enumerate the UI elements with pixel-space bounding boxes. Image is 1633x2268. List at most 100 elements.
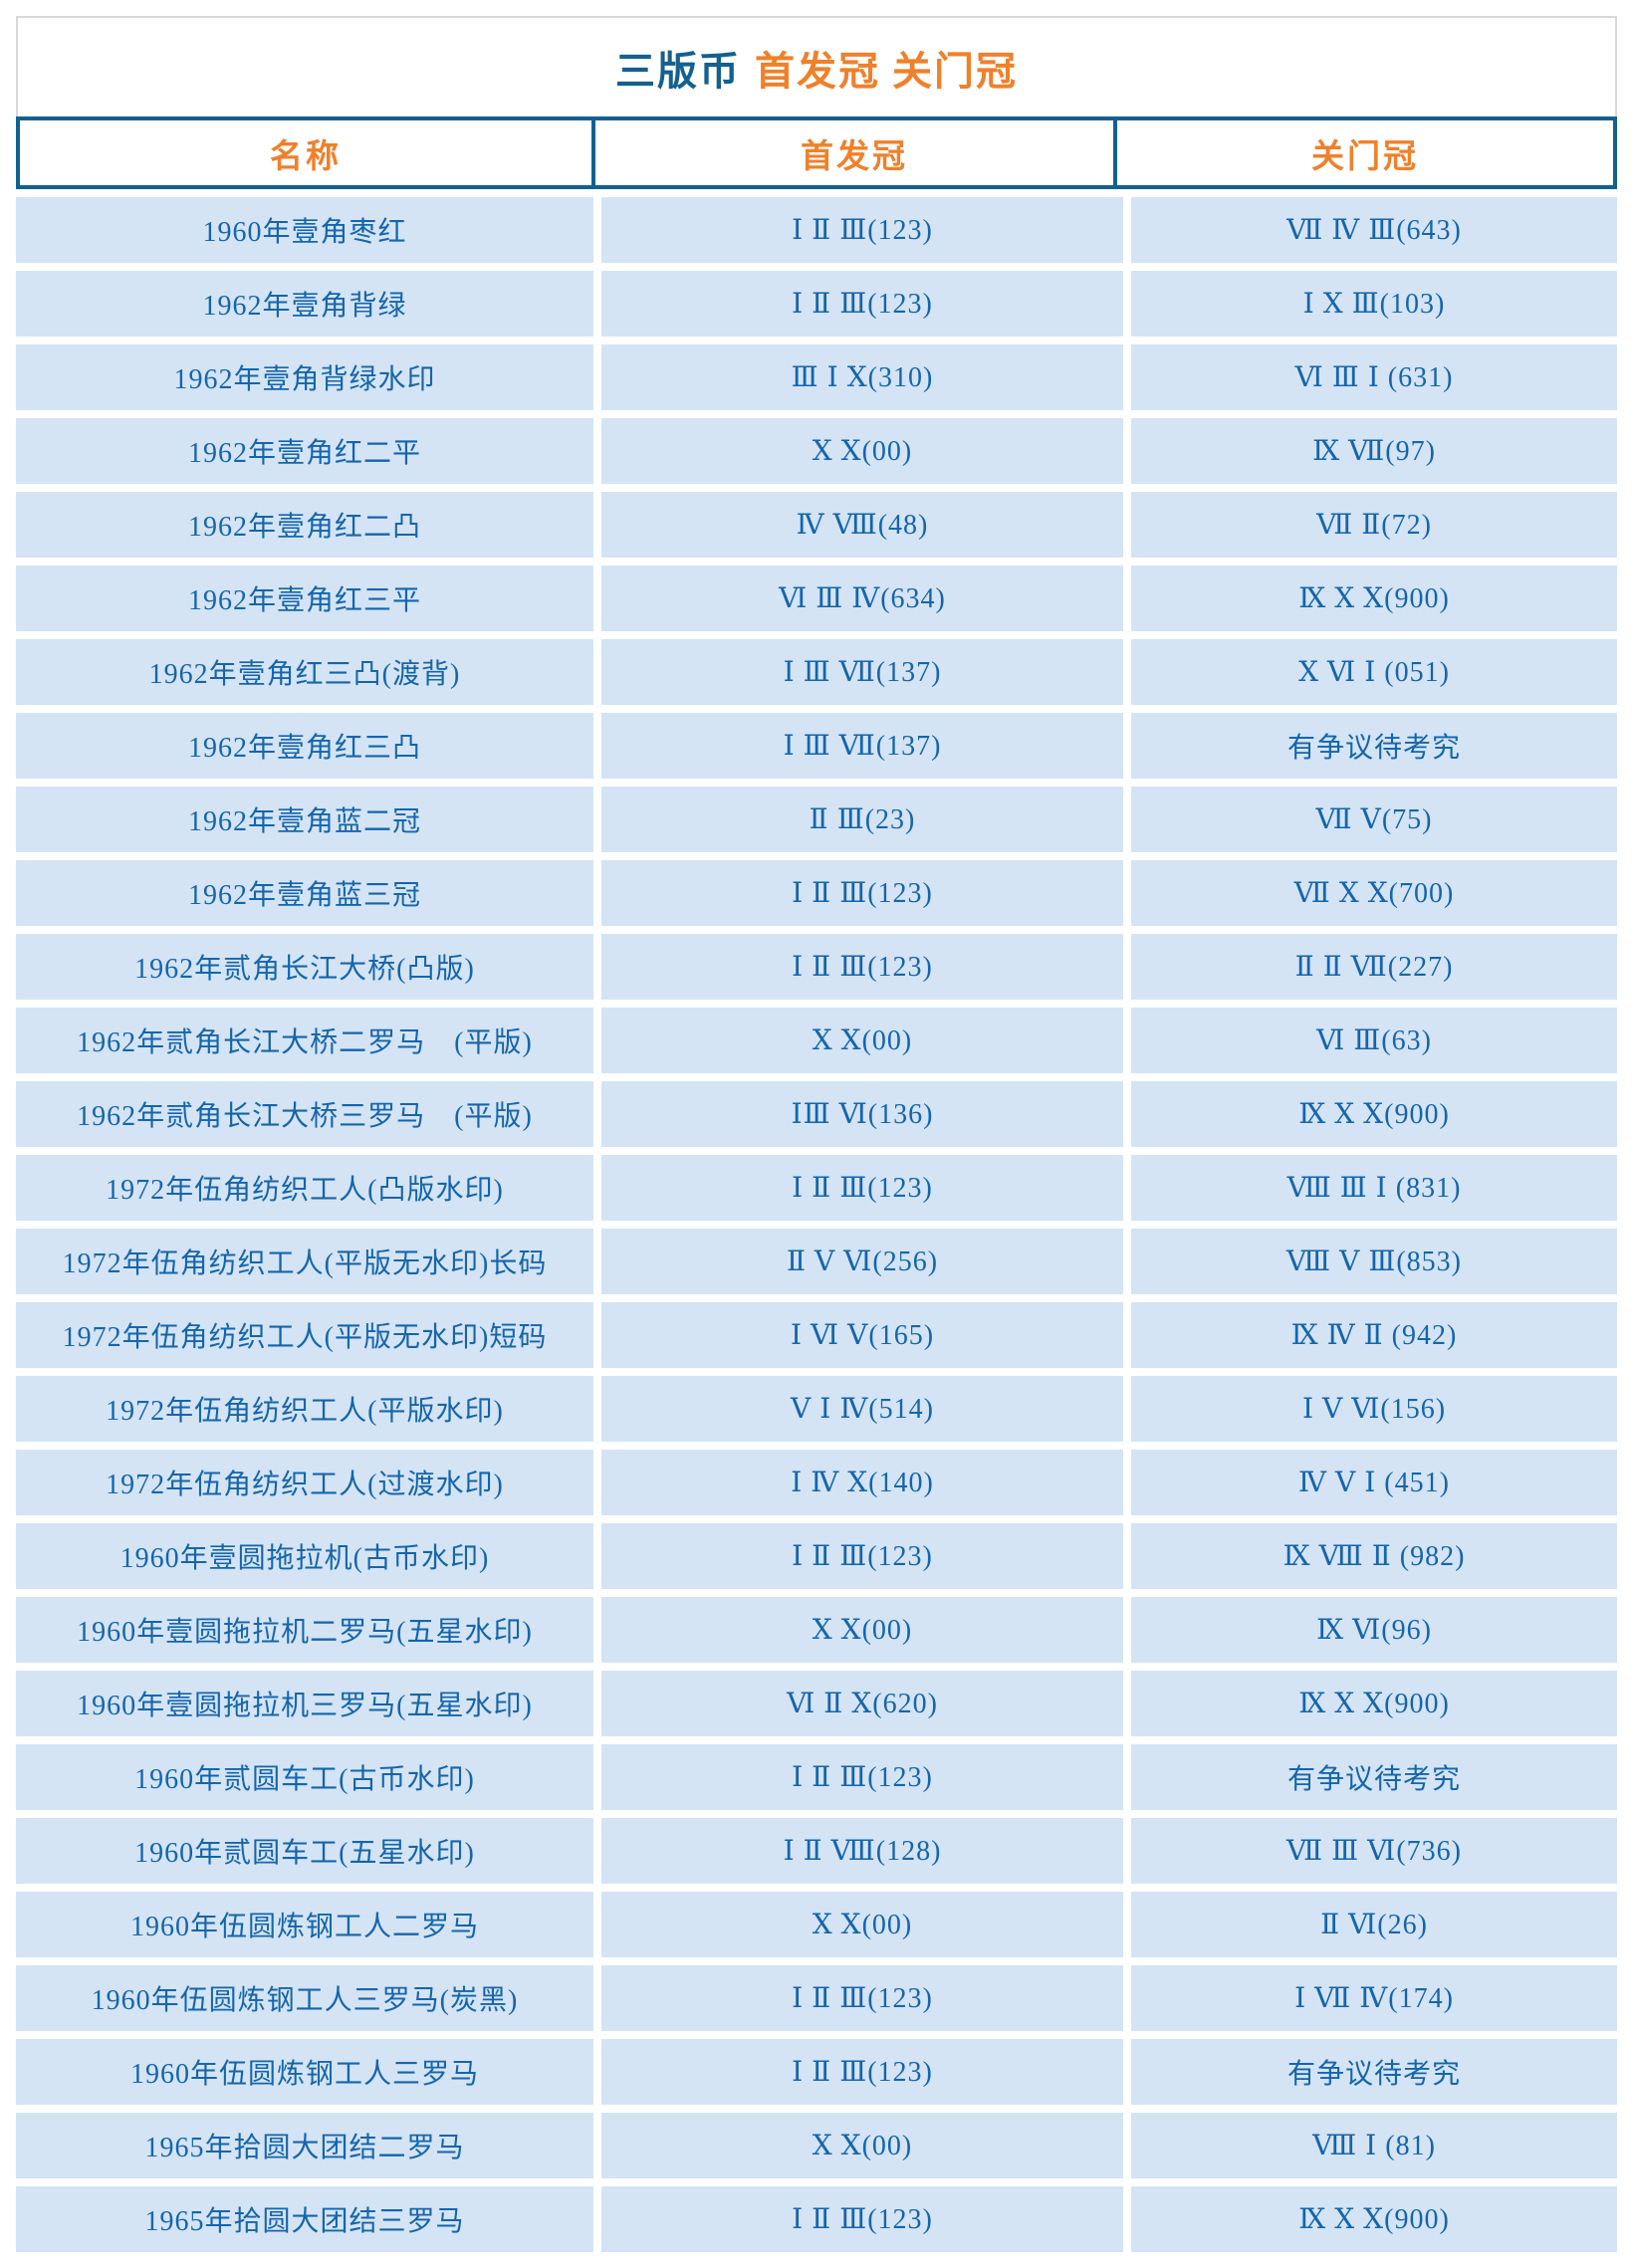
row-closing-crown-cell: Ⅶ Ⅹ Ⅹ(700) (1131, 860, 1617, 926)
row-closing-crown-cell: Ⅷ Ⅲ Ⅰ (831) (1131, 1155, 1617, 1221)
table-row: 1962年壹角蓝二冠 Ⅱ Ⅲ(23) Ⅶ Ⅴ(75) (16, 787, 1617, 852)
row-first-crown-cell: Ⅰ Ⅱ Ⅲ(123) (601, 1523, 1123, 1589)
row-first-crown-cell: Ⅳ Ⅷ(48) (601, 492, 1123, 558)
row-closing-crown-cell: Ⅸ Ⅷ Ⅱ (982) (1131, 1523, 1617, 1589)
table-row: 1962年壹角红三凸 Ⅰ Ⅲ Ⅶ(137) 有争议待考究 (16, 713, 1617, 779)
table-row: 1960年壹圆拖拉机(古币水印) Ⅰ Ⅱ Ⅲ(123) Ⅸ Ⅷ Ⅱ (982) (16, 1523, 1617, 1589)
row-name-cell: 1972年伍角纺织工人(过渡水印) (16, 1450, 593, 1515)
table-row: 1972年伍角纺织工人(平版无水印)长码 Ⅱ Ⅴ Ⅵ(256) Ⅷ Ⅴ Ⅲ(853) (16, 1229, 1617, 1294)
row-first-crown-cell: Ⅹ Ⅹ(00) (601, 2113, 1123, 2178)
table-row: 1972年伍角纺织工人(平版无水印)短码 Ⅰ Ⅵ Ⅴ(165) Ⅸ Ⅳ Ⅱ (942… (16, 1302, 1617, 1368)
table-title: 三版币 首发冠 关门冠 (16, 16, 1617, 116)
row-name-cell: 1960年壹圆拖拉机三罗马(五星水印) (16, 1671, 593, 1736)
row-name-cell: 1972年伍角纺织工人(平版无水印)短码 (16, 1302, 593, 1368)
table-row: 1960年壹圆拖拉机三罗马(五星水印) Ⅵ Ⅱ Ⅹ(620) Ⅸ Ⅹ Ⅹ(900) (16, 1671, 1617, 1736)
row-first-crown-cell: Ⅰ Ⅱ Ⅲ(123) (601, 1744, 1123, 1810)
table-row: 1972年伍角纺织工人(平版水印) Ⅴ Ⅰ Ⅳ(514) Ⅰ Ⅴ Ⅵ(156) (16, 1376, 1617, 1442)
row-closing-crown-cell: Ⅰ Ⅶ Ⅳ(174) (1131, 1965, 1617, 2031)
table-row: 1960年贰圆车工(五星水印) Ⅰ Ⅱ Ⅷ(128) Ⅶ Ⅲ Ⅵ(736) (16, 1818, 1617, 1884)
row-closing-crown-cell: Ⅱ Ⅵ(26) (1131, 1892, 1617, 1957)
row-first-crown-cell: ⅠⅢ Ⅵ(136) (601, 1081, 1123, 1147)
row-first-crown-cell: Ⅴ Ⅰ Ⅳ(514) (601, 1376, 1123, 1442)
row-first-crown-cell: Ⅰ Ⅱ Ⅲ(123) (601, 197, 1123, 263)
row-closing-crown-cell: Ⅰ Ⅹ Ⅲ(103) (1131, 271, 1617, 337)
table-row: 1962年壹角红三凸(渡背) Ⅰ Ⅲ Ⅶ(137) Ⅹ Ⅵ Ⅰ (051) (16, 639, 1617, 705)
row-closing-crown-cell: 有争议待考究 (1131, 713, 1617, 779)
row-name-cell: 1962年壹角蓝三冠 (16, 860, 593, 926)
header-closing-crown-column: 关门冠 (1311, 138, 1419, 175)
row-name-cell: 1962年壹角红三凸 (16, 713, 593, 779)
row-closing-crown-cell: Ⅸ Ⅹ Ⅹ(900) (1131, 566, 1617, 631)
row-closing-crown-cell: Ⅵ Ⅲ(63) (1131, 1008, 1617, 1073)
row-closing-crown-cell: Ⅰ Ⅴ Ⅵ(156) (1131, 1376, 1617, 1442)
row-first-crown-cell: Ⅰ Ⅱ Ⅷ(128) (601, 1818, 1123, 1884)
table-row: 1960年壹圆拖拉机二罗马(五星水印) Ⅹ Ⅹ(00) Ⅸ Ⅵ(96) (16, 1597, 1617, 1663)
banknote-crown-table: 三版币 首发冠 关门冠 名称 首发冠 关门冠 1960年壹角枣红 Ⅰ Ⅱ Ⅲ(12… (16, 16, 1617, 2252)
row-name-cell: 1962年贰角长江大桥二罗马 (平版) (16, 1008, 593, 1073)
row-name-cell: 1962年壹角红二平 (16, 418, 593, 484)
row-first-crown-cell: Ⅰ Ⅲ Ⅶ(137) (601, 713, 1123, 779)
row-first-crown-cell: Ⅹ Ⅹ(00) (601, 1597, 1123, 1663)
row-closing-crown-cell: Ⅶ Ⅲ Ⅵ(736) (1131, 1818, 1617, 1884)
row-closing-crown-cell: Ⅷ Ⅴ Ⅲ(853) (1131, 1229, 1617, 1294)
row-closing-crown-cell: Ⅳ Ⅴ Ⅰ (451) (1131, 1450, 1617, 1515)
row-closing-crown-cell: Ⅷ Ⅰ (81) (1131, 2113, 1617, 2178)
header-name-column: 名称 (20, 120, 595, 185)
row-closing-crown-cell: Ⅸ Ⅳ Ⅱ (942) (1131, 1302, 1617, 1368)
row-name-cell: 1962年壹角红三凸(渡背) (16, 639, 593, 705)
row-first-crown-cell: Ⅰ Ⅱ Ⅲ(123) (601, 1155, 1123, 1221)
row-closing-crown-cell: Ⅸ Ⅹ Ⅹ(900) (1131, 2186, 1617, 2252)
table-row: 1962年贰角长江大桥三罗马 (平版) ⅠⅢ Ⅵ(136) Ⅸ Ⅹ Ⅹ(900) (16, 1081, 1617, 1147)
row-name-cell: 1962年壹角背绿水印 (16, 344, 593, 410)
row-name-cell: 1962年壹角蓝二冠 (16, 787, 593, 852)
table-row: 1962年壹角红二平 Ⅹ Ⅹ(00) Ⅸ Ⅶ(97) (16, 418, 1617, 484)
table-row: 1962年壹角红二凸 Ⅳ Ⅷ(48) Ⅶ Ⅱ(72) (16, 492, 1617, 558)
table-row: 1962年壹角背绿水印 Ⅲ Ⅰ Ⅹ(310) Ⅵ Ⅲ Ⅰ (631) (16, 344, 1617, 410)
table-row: 1972年伍角纺织工人(过渡水印) Ⅰ Ⅳ Ⅹ(140) Ⅳ Ⅴ Ⅰ (451) (16, 1450, 1617, 1515)
row-closing-crown-cell: Ⅶ Ⅳ Ⅲ(643) (1131, 197, 1617, 263)
row-name-cell: 1962年壹角红三平 (16, 566, 593, 631)
row-closing-crown-cell: Ⅶ Ⅱ(72) (1131, 492, 1617, 558)
row-name-cell: 1960年贰圆车工(古币水印) (16, 1744, 593, 1810)
row-first-crown-cell: Ⅰ Ⅱ Ⅲ(123) (601, 934, 1123, 1000)
row-first-crown-cell: Ⅰ Ⅱ Ⅲ(123) (601, 1965, 1123, 2031)
title-series-label: 三版币 (615, 48, 741, 94)
row-name-cell: 1965年拾圆大团结二罗马 (16, 2113, 593, 2178)
row-first-crown-cell: Ⅵ Ⅱ Ⅹ(620) (601, 1671, 1123, 1736)
table-row: 1960年伍圆炼钢工人三罗马(炭黑) Ⅰ Ⅱ Ⅲ(123) Ⅰ Ⅶ Ⅳ(174) (16, 1965, 1617, 2031)
table-row: 1960年伍圆炼钢工人二罗马 Ⅹ Ⅹ(00) Ⅱ Ⅵ(26) (16, 1892, 1617, 1957)
row-name-cell: 1962年贰角长江大桥三罗马 (平版) (16, 1081, 593, 1147)
row-first-crown-cell: Ⅲ Ⅰ Ⅹ(310) (601, 344, 1123, 410)
row-name-cell: 1960年壹角枣红 (16, 197, 593, 263)
row-name-cell: 1972年伍角纺织工人(凸版水印) (16, 1155, 593, 1221)
header-first-crown-column: 首发冠 (595, 120, 1117, 185)
row-closing-crown-cell: Ⅸ Ⅹ Ⅹ(900) (1131, 1671, 1617, 1736)
table-row: 1960年贰圆车工(古币水印) Ⅰ Ⅱ Ⅲ(123) 有争议待考究 (16, 1744, 1617, 1810)
table-row: 1962年壹角红三平 Ⅵ Ⅲ Ⅳ(634) Ⅸ Ⅹ Ⅹ(900) (16, 566, 1617, 631)
row-name-cell: 1972年伍角纺织工人(平版水印) (16, 1376, 593, 1442)
title-topic-label: 首发冠 关门冠 (755, 48, 1018, 94)
row-name-cell: 1960年伍圆炼钢工人二罗马 (16, 1892, 593, 1957)
row-first-crown-cell: Ⅰ Ⅳ Ⅹ(140) (601, 1450, 1123, 1515)
table-row: 1972年伍角纺织工人(凸版水印) Ⅰ Ⅱ Ⅲ(123) Ⅷ Ⅲ Ⅰ (831) (16, 1155, 1617, 1221)
row-name-cell: 1960年贰圆车工(五星水印) (16, 1818, 593, 1884)
row-first-crown-cell: Ⅰ Ⅱ Ⅲ(123) (601, 860, 1123, 926)
row-name-cell: 1960年壹圆拖拉机(古币水印) (16, 1523, 593, 1589)
row-closing-crown-cell: Ⅸ Ⅹ Ⅹ(900) (1131, 1081, 1617, 1147)
table-row: 1965年拾圆大团结三罗马 Ⅰ Ⅱ Ⅲ(123) Ⅸ Ⅹ Ⅹ(900) (16, 2186, 1617, 2252)
table-row: 1962年壹角蓝三冠 Ⅰ Ⅱ Ⅲ(123) Ⅶ Ⅹ Ⅹ(700) (16, 860, 1617, 926)
row-name-cell: 1962年贰角长江大桥(凸版) (16, 934, 593, 1000)
row-first-crown-cell: Ⅱ Ⅲ(23) (601, 787, 1123, 852)
row-closing-crown-cell: Ⅱ Ⅱ Ⅶ(227) (1131, 934, 1617, 1000)
row-first-crown-cell: Ⅹ Ⅹ(00) (601, 1892, 1123, 1957)
row-name-cell: 1965年拾圆大团结三罗马 (16, 2186, 593, 2252)
row-closing-crown-cell: Ⅸ Ⅶ(97) (1131, 418, 1617, 484)
table-row: 1965年拾圆大团结二罗马 Ⅹ Ⅹ(00) Ⅷ Ⅰ (81) (16, 2113, 1617, 2178)
row-first-crown-cell: Ⅰ Ⅲ Ⅶ(137) (601, 639, 1123, 705)
row-name-cell: 1960年伍圆炼钢工人三罗马(炭黑) (16, 1965, 593, 2031)
row-closing-crown-cell: Ⅵ Ⅲ Ⅰ (631) (1131, 344, 1617, 410)
table-row: 1962年贰角长江大桥(凸版) Ⅰ Ⅱ Ⅲ(123) Ⅱ Ⅱ Ⅶ(227) (16, 934, 1617, 1000)
row-closing-crown-cell: 有争议待考究 (1131, 2039, 1617, 2105)
row-closing-crown-cell: Ⅶ Ⅴ(75) (1131, 787, 1617, 852)
row-first-crown-cell: Ⅰ Ⅱ Ⅲ(123) (601, 271, 1123, 337)
